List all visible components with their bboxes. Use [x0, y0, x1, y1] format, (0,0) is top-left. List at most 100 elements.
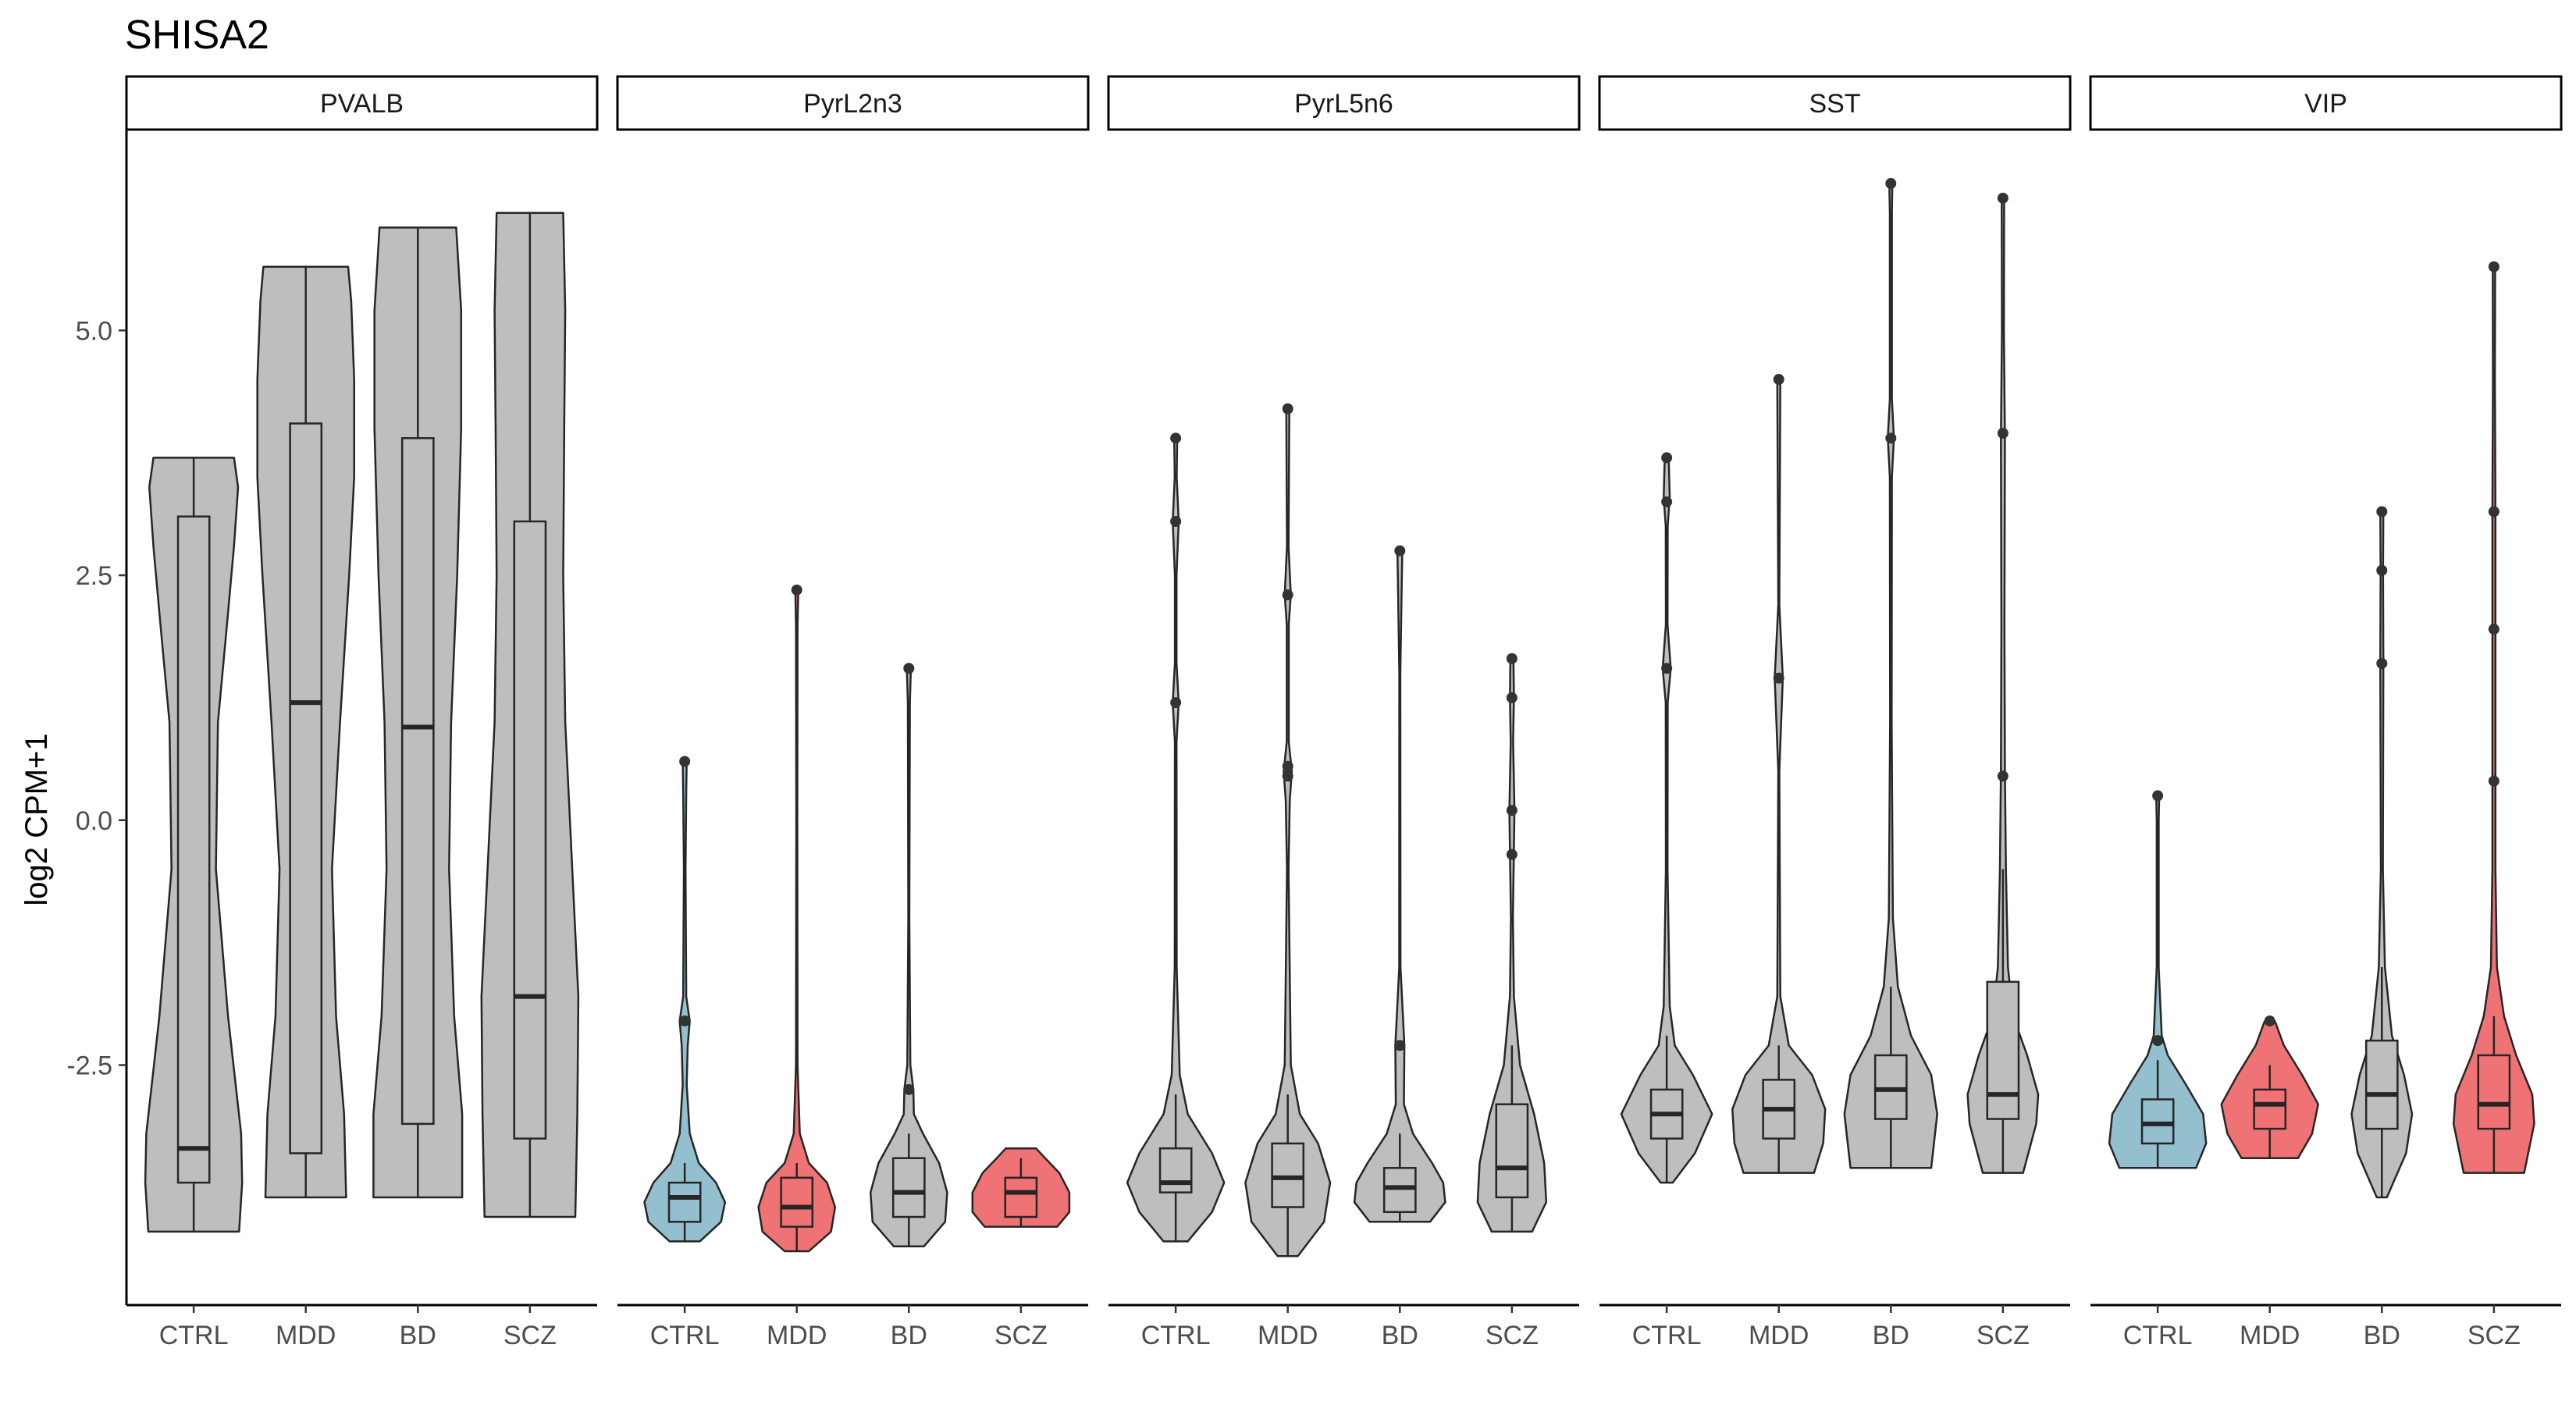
outlier-point [903, 663, 915, 674]
x-tick-label: MDD [276, 1321, 336, 1350]
violin-group [2220, 1016, 2319, 1160]
violin-group [971, 1147, 1071, 1228]
violin-group [1244, 403, 1332, 1257]
y-tick-label: 5.0 [76, 316, 112, 346]
outlier-point [1661, 496, 1673, 507]
outlier-point [1282, 760, 1293, 772]
outlier-point [1170, 432, 1182, 444]
outlier-point [1506, 653, 1517, 664]
outlier-point [1997, 192, 2008, 204]
outlier-point [1506, 692, 1517, 703]
outlier-point [2152, 1035, 2164, 1047]
facet-panel: SST CTRL MDD BD SCZ [1598, 75, 2072, 1350]
x-tick-label: SCZ [1485, 1321, 1539, 1350]
x-tick-label: CTRL [650, 1321, 720, 1350]
outlier-point [1661, 663, 1673, 674]
outlier-point [791, 584, 802, 596]
box [1004, 1176, 1038, 1218]
outlier-point [2488, 506, 2500, 518]
outlier-point [1170, 697, 1182, 709]
violin-group [2350, 506, 2414, 1199]
box [289, 422, 323, 1154]
violin-group [1126, 432, 1226, 1243]
outlier-point [1997, 428, 2008, 439]
outlier-point [1773, 672, 1784, 684]
x-tick-label: CTRL [2123, 1321, 2193, 1350]
outlier-point [2376, 506, 2388, 518]
facet-strip [616, 75, 1090, 131]
outlier-point [1773, 374, 1784, 386]
outlier-point [2152, 790, 2164, 802]
x-tick-label: MDD [1258, 1321, 1318, 1350]
x-tick-label: BD [400, 1321, 436, 1350]
violin-body [1353, 550, 1446, 1223]
x-tick-label: BD [1873, 1321, 1909, 1350]
outlier-point [903, 1083, 915, 1095]
outlier-point [2264, 1016, 2275, 1027]
outlier-point [1885, 432, 1897, 444]
outlier-point [2488, 261, 2500, 272]
box [1873, 1054, 1908, 1120]
x-tick-label: CTRL [159, 1321, 229, 1350]
x-tick-label: MDD [2240, 1321, 2300, 1350]
box [176, 515, 211, 1184]
y-tick-label: -2.5 [66, 1051, 112, 1081]
box [1986, 980, 2020, 1120]
facet-panel: PVALB CTRL MDD BD SCZ [125, 75, 599, 1350]
violin-group [1620, 452, 1713, 1184]
x-tick-label: MDD [767, 1321, 827, 1350]
x-tick-label: BD [2364, 1321, 2400, 1350]
outlier-point [1506, 848, 1517, 860]
x-tick-label: SCZ [2467, 1321, 2521, 1350]
outlier-point [1394, 545, 1406, 557]
x-tick-label: SCZ [503, 1321, 557, 1350]
facet-strip-label: SST [1809, 89, 1860, 119]
facet-panel: PyrL2n3 CTRL MDD BD SCZ [616, 75, 1090, 1350]
box [667, 1181, 702, 1223]
facet-panel: VIP CTRL MDD BD SCZ [2089, 75, 2563, 1350]
violin-group [1843, 178, 1938, 1169]
outlier-point [679, 756, 691, 767]
facet-panel: PyrL5n6 CTRL MDD BD SCZ [1107, 75, 1581, 1350]
outlier-point [1997, 770, 2008, 782]
violin-group [256, 265, 355, 1199]
x-tick-label: CTRL [1141, 1321, 1211, 1350]
violin-group [480, 212, 580, 1218]
box [1495, 1103, 1529, 1199]
violin-group [2108, 790, 2208, 1169]
facet-strip-label: PyrL5n6 [1294, 89, 1393, 119]
facet-strip [1107, 75, 1581, 131]
box [891, 1157, 926, 1218]
outlier-point [2376, 657, 2388, 669]
chart-title: SHISA2 [125, 12, 269, 58]
x-tick-label: MDD [1749, 1321, 1809, 1350]
box [780, 1176, 814, 1228]
facet-strip-label: PyrL2n3 [803, 89, 902, 119]
x-tick-label: BD [1382, 1321, 1418, 1350]
violin-group [1966, 192, 2040, 1174]
outlier-point [679, 1016, 691, 1027]
y-axis: 5.0 2.5 0.0 -2.5 [66, 130, 128, 1305]
facet-strip [1598, 75, 2072, 131]
box [513, 520, 547, 1140]
box [1158, 1147, 1193, 1193]
outlier-point [1661, 452, 1673, 464]
violin-group [643, 756, 727, 1243]
y-tick-label: 2.5 [76, 561, 112, 591]
box [2477, 1054, 2511, 1130]
outlier-point [1170, 516, 1182, 527]
violin-group [144, 457, 244, 1233]
box [2140, 1098, 2175, 1145]
x-tick-label: SCZ [1976, 1321, 2030, 1350]
facet-strip [2089, 75, 2563, 131]
outlier-point [1506, 805, 1517, 816]
outlier-point [2488, 775, 2500, 787]
outlier-point [2376, 564, 2388, 576]
box [2253, 1088, 2287, 1130]
y-tick-label: 0.0 [76, 806, 112, 836]
violin-group [869, 663, 948, 1247]
x-tick-label: CTRL [1632, 1321, 1702, 1350]
facet-strip-label: PVALB [320, 89, 404, 119]
outlier-point [1885, 178, 1897, 190]
